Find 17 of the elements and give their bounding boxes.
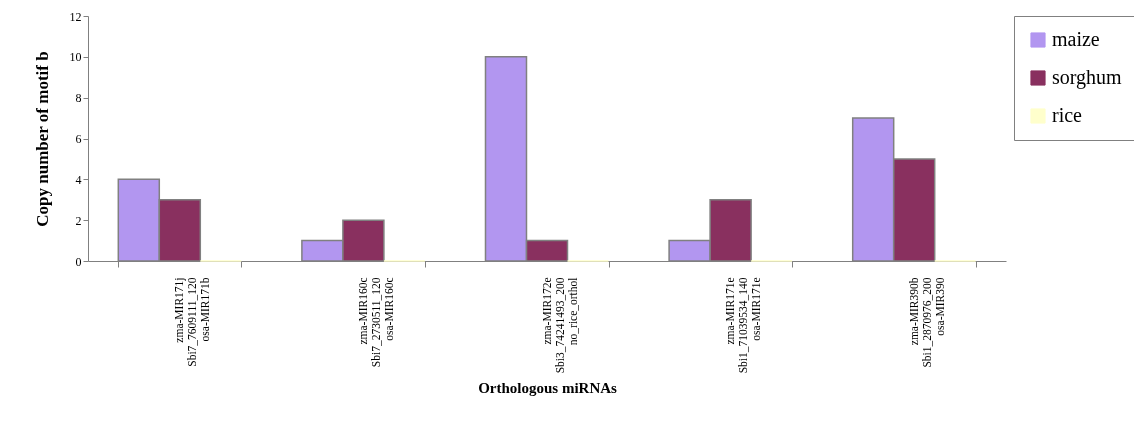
y-tick-label: 12 [69,9,82,24]
x-tick-label: zma-MIR171j Sbi7_7609111_120 osa-MIR171b [173,277,212,367]
y-tick-label: 2 [75,213,82,228]
y-tick-label: 0 [75,254,82,269]
y-tick-label: 6 [75,132,82,146]
x-tick-label: zma-MIR171e Sbi1_71039534_140 osa-MIR171e [724,277,763,374]
legend-label: sorghum [1052,66,1123,89]
x-axis-title: Orthologous miRNAs [478,380,618,397]
x-tick-label: zma-MIR172e Sbi3_74241493_200 no_rice_orthol [540,277,579,374]
y-axis-title: Copy number of motif b [32,51,52,227]
legend-label: maize [1052,28,1100,50]
y-tick-label: 10 [69,50,82,65]
x-tick-label: zma-MIR390b Sbi1_2870976_200 osa-MIR390 [907,277,946,368]
legend-label: rice [1052,104,1083,126]
x-tick-label: zma-MIR160c Sbi7_2730511_120 osa-MIR160c [356,277,395,368]
y-tick-label: 4 [75,172,82,187]
y-tick-label: 8 [75,91,82,106]
